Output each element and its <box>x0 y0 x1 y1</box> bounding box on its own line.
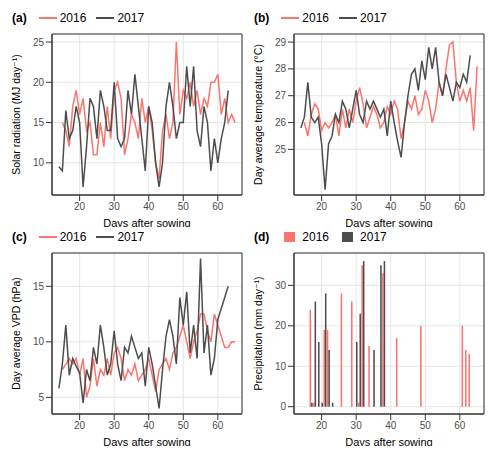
svg-text:10: 10 <box>275 361 287 372</box>
svg-text:10: 10 <box>33 157 45 168</box>
html-text:2016: 2016 <box>302 230 329 244</box>
svg-text:40: 40 <box>143 420 155 431</box>
svg-text:50: 50 <box>178 201 190 212</box>
svg-text:20: 20 <box>275 320 287 331</box>
svg-text:28: 28 <box>275 63 287 74</box>
svg-text:50: 50 <box>178 420 190 431</box>
svg-text:15: 15 <box>33 281 45 292</box>
svg-text:60: 60 <box>212 201 224 212</box>
svg-text:5: 5 <box>38 392 44 403</box>
svg-text:30: 30 <box>351 420 363 431</box>
html-text:2016: 2016 <box>59 11 87 25</box>
svg-text:Days after sowing: Days after sowing <box>103 436 190 446</box>
svg-text:30: 30 <box>109 420 121 431</box>
svg-text:60: 60 <box>212 420 224 431</box>
svg-text:Days after sowing: Days after sowing <box>345 217 432 227</box>
svg-text:20: 20 <box>74 420 86 431</box>
svg-text:20: 20 <box>316 420 328 431</box>
svg-text:29: 29 <box>275 37 287 48</box>
svg-text:30: 30 <box>351 201 363 212</box>
svg-text:25: 25 <box>33 37 45 48</box>
html-text:2017: 2017 <box>117 11 145 25</box>
html-text:(b): (b) <box>254 11 270 25</box>
svg-text:10: 10 <box>33 336 45 347</box>
html-text:2017: 2017 <box>360 11 387 25</box>
html-text:(a): (a) <box>12 11 27 25</box>
svg-text:0: 0 <box>280 401 286 412</box>
svg-text:15: 15 <box>33 117 45 128</box>
svg-text:20: 20 <box>74 201 86 212</box>
svg-text:Day average temperature (°C): Day average temperature (°C) <box>252 44 264 185</box>
svg-text:50: 50 <box>420 420 432 431</box>
svg-text:27: 27 <box>275 90 287 101</box>
svg-text:Precipitation (mm day⁻¹): Precipitation (mm day⁻¹) <box>252 276 264 390</box>
svg-text:20: 20 <box>316 201 328 212</box>
svg-text:60: 60 <box>454 420 466 431</box>
svg-text:40: 40 <box>385 420 397 431</box>
svg-text:Day average VPD (hPa): Day average VPD (hPa) <box>10 277 22 390</box>
html-text:(d): (d) <box>254 230 270 244</box>
html-text:2016: 2016 <box>59 230 87 244</box>
svg-text:30: 30 <box>109 201 121 212</box>
html-text:2017: 2017 <box>360 230 387 244</box>
svg-text:50: 50 <box>420 201 432 212</box>
html-text:2016: 2016 <box>302 11 329 25</box>
svg-text:25: 25 <box>275 144 287 155</box>
svg-text:60: 60 <box>454 201 466 212</box>
svg-text:Solar radiation (MJ day⁻¹): Solar radiation (MJ day⁻¹) <box>10 54 22 175</box>
html-text:(c): (c) <box>12 230 27 244</box>
svg-text:20: 20 <box>33 77 45 88</box>
svg-text:26: 26 <box>275 117 287 128</box>
svg-text:40: 40 <box>385 201 397 212</box>
svg-text:Days after sowing: Days after sowing <box>103 217 190 227</box>
svg-text:40: 40 <box>143 201 155 212</box>
svg-text:Days after sowing: Days after sowing <box>345 436 432 446</box>
svg-text:30: 30 <box>275 280 287 291</box>
html-text:2017: 2017 <box>117 230 145 244</box>
